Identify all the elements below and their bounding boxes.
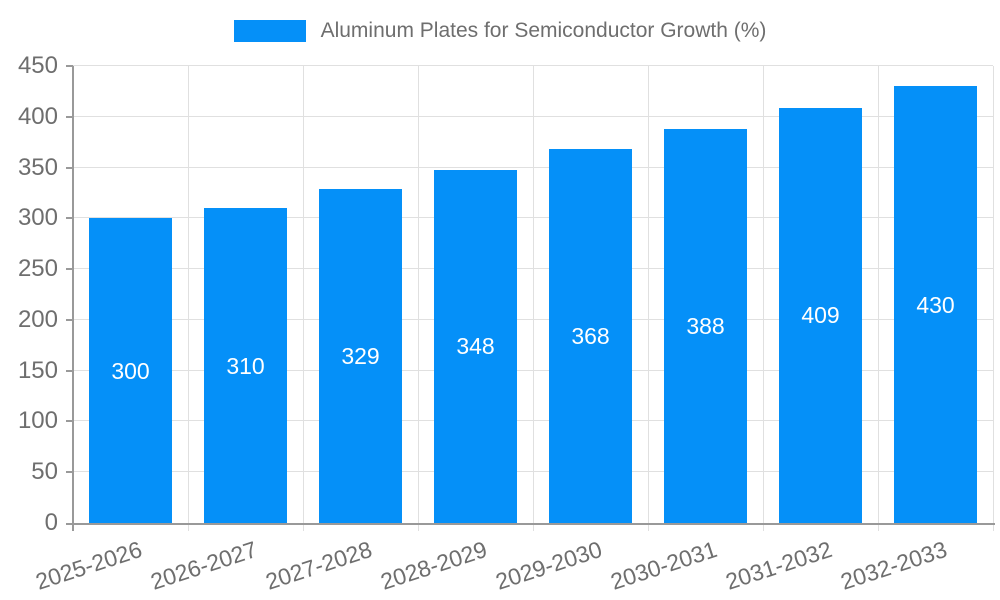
bar[interactable]: 409 [779, 107, 862, 523]
y-axis-tick [66, 217, 73, 220]
y-axis-tick [66, 318, 73, 321]
gridline-vertical [763, 66, 764, 531]
gridline-vertical [878, 66, 879, 531]
legend: Aluminum Plates for Semiconductor Growth… [0, 20, 1000, 42]
x-axis-label: 2026-2027 [146, 536, 260, 595]
bar[interactable]: 300 [89, 218, 172, 523]
x-axis-label: 2030-2031 [606, 536, 720, 595]
x-axis-label: 2027-2028 [261, 536, 375, 595]
y-axis-tick [66, 65, 73, 67]
bar-value-label: 409 [801, 302, 840, 329]
bar[interactable]: 310 [204, 208, 287, 523]
y-axis-label: 250 [17, 255, 58, 283]
y-axis-label: 350 [17, 153, 58, 181]
bar[interactable]: 430 [894, 86, 977, 523]
y-axis-tick [66, 420, 73, 423]
x-axis-line [66, 523, 995, 525]
x-axis-label: 2028-2029 [376, 536, 490, 595]
y-axis-label: 400 [17, 102, 58, 130]
bar-value-label: 310 [226, 352, 265, 379]
bar-value-label: 300 [111, 357, 150, 384]
gridline-horizontal [73, 65, 993, 66]
y-axis-label: 200 [17, 305, 58, 333]
y-axis-label: 50 [31, 458, 58, 486]
y-axis-label: 100 [17, 407, 58, 435]
x-axis-label: 2025-2026 [31, 536, 145, 595]
y-axis-line [72, 66, 74, 531]
y-axis-label: 0 [44, 509, 58, 536]
y-axis-label: 300 [17, 204, 58, 232]
bar[interactable]: 368 [549, 149, 632, 523]
y-axis-tick [66, 369, 73, 372]
y-axis-tick [66, 166, 73, 169]
bar-value-label: 348 [456, 333, 495, 360]
gridline-vertical [303, 66, 304, 531]
x-axis-label: 2029-2030 [491, 536, 605, 595]
gridline-vertical [993, 66, 994, 531]
bar-value-label: 388 [686, 312, 725, 339]
y-axis-label: 150 [17, 356, 58, 384]
y-axis-tick [66, 471, 73, 474]
y-axis-tick [66, 268, 73, 271]
y-axis-tick [66, 115, 73, 118]
bar[interactable]: 348 [434, 169, 517, 523]
gridline-vertical [188, 66, 189, 531]
x-axis-label: 2031-2032 [721, 536, 835, 595]
gridline-vertical [648, 66, 649, 531]
legend-swatch[interactable] [233, 20, 306, 42]
gridline-vertical [418, 66, 419, 531]
bar-value-label: 329 [341, 342, 380, 369]
bar-value-label: 368 [571, 323, 610, 350]
legend-label: Aluminum Plates for Semiconductor Growth… [320, 19, 767, 42]
y-axis-label: 450 [17, 52, 58, 79]
gridline-vertical [533, 66, 534, 531]
bar[interactable]: 388 [664, 128, 747, 523]
bar[interactable]: 329 [319, 188, 402, 523]
x-axis-label: 2032-2033 [836, 536, 950, 595]
bar-value-label: 430 [916, 291, 955, 318]
